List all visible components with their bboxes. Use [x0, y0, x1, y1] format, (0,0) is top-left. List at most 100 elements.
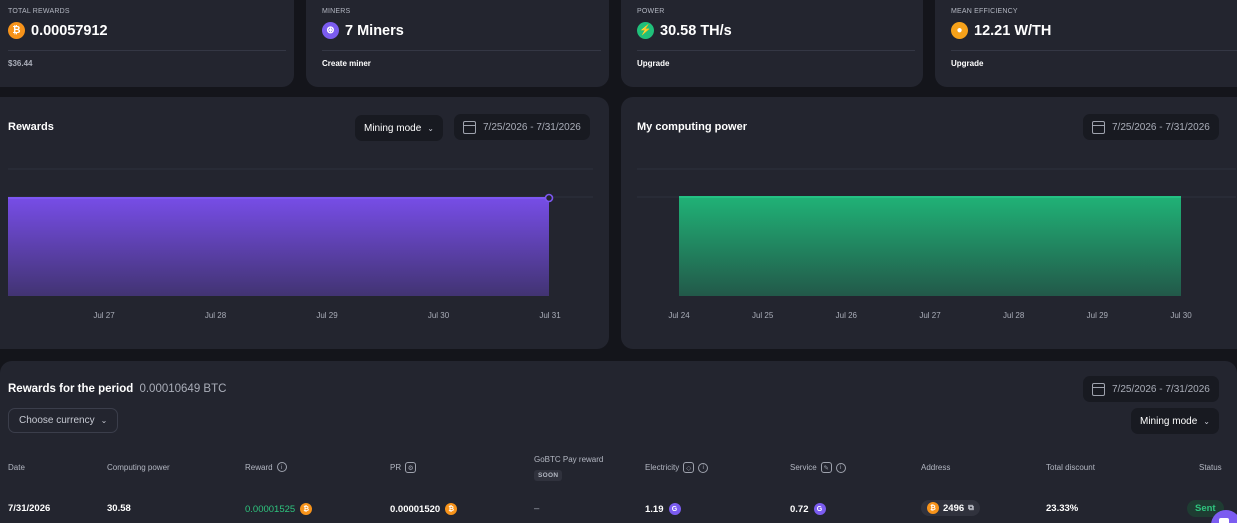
th-electricity-label: Electricity: [645, 463, 680, 472]
stat-card-efficiency: MEAN EFFICIENCY ● 12.21 W/TH Upgrade: [935, 0, 1237, 87]
series-area: [8, 198, 549, 296]
period-title-text: Rewards for the period: [8, 383, 134, 395]
th-service: Service ✎ i: [790, 462, 846, 473]
row-electricity-value: 1.19: [645, 503, 664, 515]
th-electricity: Electricity ◇ i: [645, 462, 709, 473]
period-date-picker[interactable]: 7/25/2026 - 7/31/2026: [1083, 376, 1219, 402]
row-gobtc: –: [534, 503, 540, 514]
mining-mode-label: Mining mode: [364, 122, 422, 134]
th-service-label: Service: [790, 463, 817, 472]
address-pill[interactable]: ₿ 2496 ⧉: [921, 500, 980, 516]
mining-mode-dropdown[interactable]: Mining mode ⌄: [355, 115, 443, 141]
lightning-icon: ⚡: [637, 22, 654, 39]
stat-label: TOTAL REWARDS: [8, 8, 70, 15]
stat-value: 7 Miners: [345, 22, 404, 39]
gobtc-token-icon: G: [813, 503, 826, 515]
power-date-range: 7/25/2026 - 7/31/2026: [1112, 121, 1210, 133]
th-total-discount: Total discount: [1046, 463, 1095, 472]
th-gobtc: GoBTC Pay reward: [534, 455, 604, 464]
stat-label: MINERS: [322, 8, 351, 15]
status-badge: Sent: [1187, 500, 1224, 517]
bitcoin-icon: ₿: [8, 22, 25, 39]
x-tick-label: Jul 27: [93, 311, 115, 320]
th-address: Address: [921, 463, 951, 472]
stat-card-power: POWER ⚡ 30.58 TH/s Upgrade: [621, 0, 923, 87]
calendar-icon: [463, 120, 476, 134]
x-tick-label: Jul 29: [316, 311, 338, 320]
x-tick-label: Jul 29: [1087, 311, 1109, 320]
series-area: [679, 197, 1181, 296]
computing-power-chart: Jul 24 Jul 25 Jul 26 Jul 27 Jul 28 Jul 29 Jul …: [637, 168, 1236, 320]
upgrade-power-link[interactable]: Upgrade: [637, 59, 670, 68]
rewards-date-picker[interactable]: 7/25/2026 - 7/31/2026: [454, 114, 590, 140]
bulb-icon: ●: [951, 22, 968, 39]
row-address: ₿ 2496 ⧉: [921, 500, 980, 516]
x-tick-label: Jul 30: [1170, 311, 1192, 320]
create-miner-link[interactable]: Create miner: [322, 59, 371, 68]
th-pr-label: PR: [390, 463, 402, 472]
rewards-chart-title: Rewards: [8, 121, 54, 133]
stat-label: POWER: [637, 8, 665, 15]
period-title: Rewards for the period 0.00010649 BTC: [8, 383, 226, 395]
row-service: 0.72 G: [790, 503, 826, 515]
choose-currency-label: Choose currency: [19, 415, 95, 426]
chevron-down-icon: ⌄: [100, 416, 108, 425]
chat-support-button[interactable]: [1211, 510, 1237, 523]
choose-currency-dropdown[interactable]: Choose currency ⌄: [8, 408, 119, 433]
x-tick-label: Jul 31: [539, 311, 561, 320]
row-address-value: 2496: [943, 502, 965, 514]
row-computing-power: 30.58: [107, 503, 131, 514]
x-tick-label: Jul 30: [428, 311, 450, 320]
info-icon[interactable]: i: [835, 462, 846, 473]
x-tick-label: Jul 28: [1003, 311, 1025, 320]
x-tick-label: Jul 25: [752, 311, 774, 320]
calendar-icon: [1092, 382, 1105, 396]
row-pr: 0.00001520 ₿: [390, 503, 458, 515]
computing-power-chart-card: My computing power 7/25/2026 - 7/31/2026…: [621, 97, 1237, 349]
stat-foot: $36.44: [8, 59, 33, 68]
soon-badge: SOON: [534, 470, 563, 481]
settings-icon[interactable]: ⚙: [405, 462, 417, 473]
stat-value: 30.58 TH/s: [660, 22, 732, 39]
stat-label: MEAN EFFICIENCY: [951, 8, 1018, 15]
row-date: 7/31/2026: [8, 503, 51, 514]
power-date-picker[interactable]: 7/25/2026 - 7/31/2026: [1083, 114, 1219, 140]
th-status: Status: [1199, 463, 1222, 472]
row-total-discount: 23.33%: [1046, 503, 1079, 514]
th-computing-power: Computing power: [107, 463, 170, 472]
miner-icon: ⊛: [322, 22, 339, 39]
x-tick-label: Jul 28: [205, 311, 227, 320]
info-icon[interactable]: i: [698, 462, 709, 473]
period-date-range: 7/25/2026 - 7/31/2026: [1112, 383, 1210, 395]
th-reward: Reward i: [245, 462, 287, 472]
row-service-value: 0.72: [790, 503, 809, 515]
copy-icon[interactable]: ⧉: [968, 503, 974, 512]
stat-card-total-rewards: TOTAL REWARDS ₿ 0.00057912 $36.44: [0, 0, 294, 87]
upgrade-efficiency-link[interactable]: Upgrade: [951, 59, 984, 68]
row-reward: 0.00001525 ₿: [245, 503, 313, 515]
chevron-down-icon: ⌄: [1203, 416, 1210, 426]
x-tick-label: Jul 27: [919, 311, 941, 320]
bitcoin-icon: ₿: [300, 503, 313, 515]
chevron-down-icon: ⌄: [427, 123, 434, 133]
th-reward-label: Reward: [245, 462, 273, 472]
gobtc-token-icon: G: [668, 503, 681, 515]
data-point[interactable]: [544, 193, 554, 203]
computing-power-chart-title: My computing power: [637, 121, 747, 133]
info-icon[interactable]: i: [276, 462, 287, 472]
rewards-date-range: 7/25/2026 - 7/31/2026: [483, 121, 581, 133]
x-tick-label: Jul 26: [836, 311, 858, 320]
calendar-icon: [1092, 120, 1105, 134]
shield-icon: ◇: [683, 462, 695, 473]
period-mining-mode-dropdown[interactable]: Mining mode ⌄: [1131, 408, 1219, 434]
x-tick-label: Jul 24: [668, 311, 690, 320]
stat-value: 0.00057912: [31, 22, 108, 39]
row-electricity: 1.19 G: [645, 503, 681, 515]
stat-value: 12.21 W/TH: [974, 22, 1052, 39]
stat-card-miners: MINERS ⊛ 7 Miners Create miner: [306, 0, 609, 87]
rewards-chart-card: Rewards Mining mode ⌄ 7/25/2026 - 7/31/2…: [0, 97, 609, 349]
row-reward-value: 0.00001525: [245, 503, 296, 515]
bitcoin-icon: ₿: [927, 502, 939, 514]
period-total-value: 0.00010649 BTC: [139, 383, 227, 395]
tag-icon: ✎: [820, 462, 832, 473]
